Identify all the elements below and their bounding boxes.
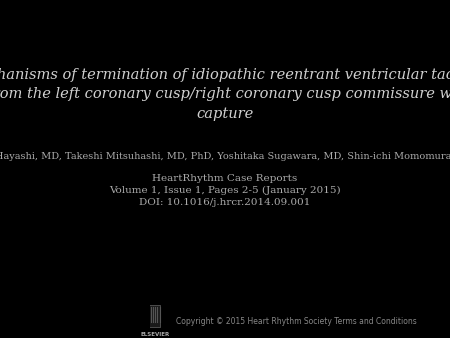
Text: Takekuni Hayashi, MD, Takeshi Mitsuhashi, MD, PhD, Yoshitaka Sugawara, MD, Shin-: Takekuni Hayashi, MD, Takeshi Mitsuhashi…: [0, 152, 450, 161]
Text: ELSEVIER: ELSEVIER: [140, 332, 170, 337]
Text: HeartRhythm Case Reports
Volume 1, Issue 1, Pages 2-5 (January 2015)
DOI: 10.101: HeartRhythm Case Reports Volume 1, Issue…: [109, 174, 341, 207]
Text: Two mechanisms of termination of idiopathic reentrant ventricular tachycardia
or: Two mechanisms of termination of idiopat…: [0, 68, 450, 121]
Text: Copyright © 2015 Heart Rhythm Society Terms and Conditions: Copyright © 2015 Heart Rhythm Society Te…: [176, 317, 417, 326]
FancyBboxPatch shape: [149, 305, 160, 327]
